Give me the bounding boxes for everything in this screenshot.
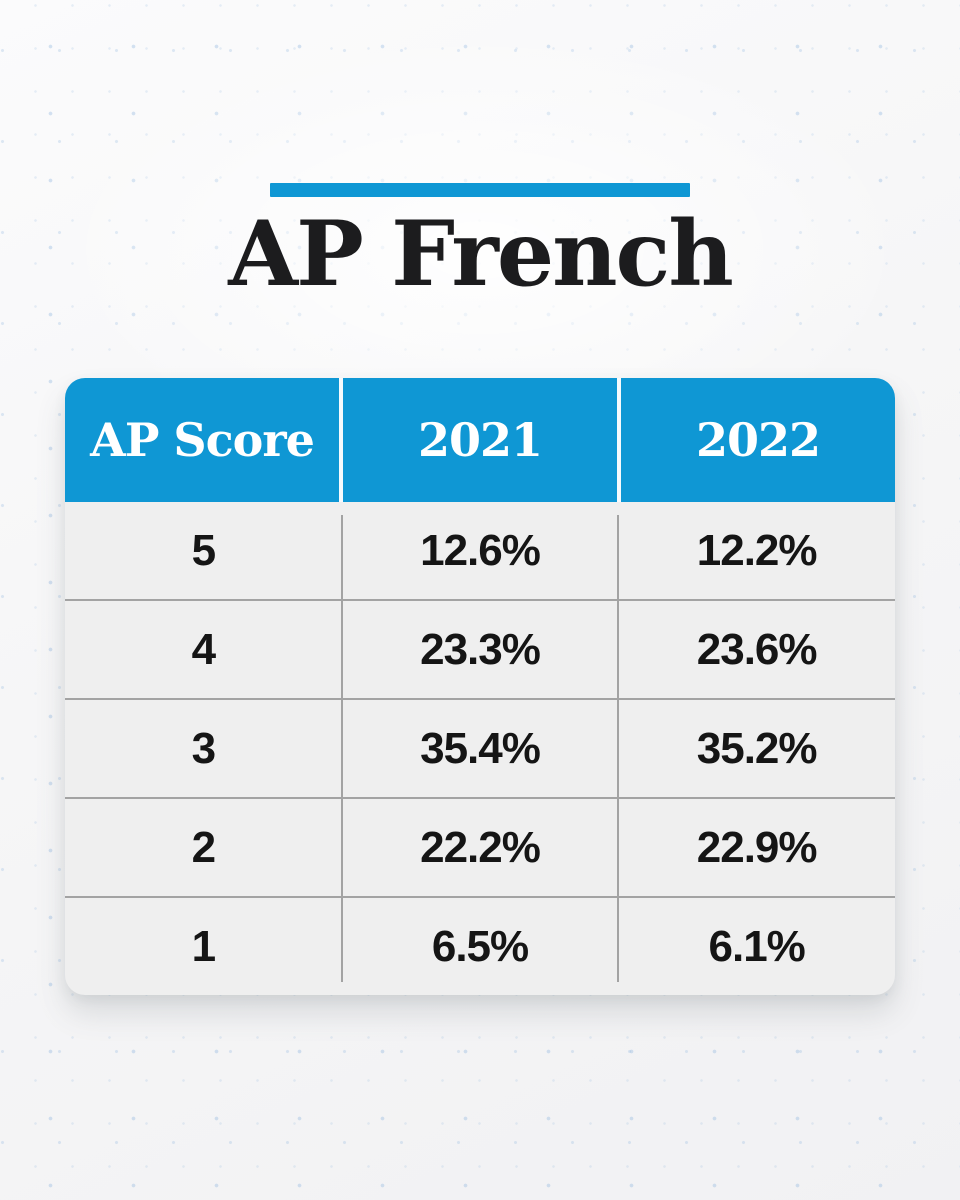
table-header-row: AP Score 2021 2022 (65, 378, 895, 502)
table-cell: 2 (191, 822, 216, 872)
table-cell: 6.1% (708, 921, 806, 971)
table-row: 3 35.4% 35.2% (65, 698, 895, 797)
table-header-cell-score: AP Score (65, 378, 339, 502)
table-body: 5 12.6% 12.2% 4 23.3% 23.6% 3 35.4% 35.2% 2 22.2% 2… (65, 502, 895, 995)
table-row: 5 12.6% 12.2% (65, 502, 895, 599)
table-row: 1 6.5% 6.1% (65, 896, 895, 995)
score-table: AP Score 2021 2022 5 12.6% 12.2% 4 23.3% 23.6… (65, 378, 895, 995)
title-block: AP French (0, 0, 960, 302)
column-divider (617, 515, 620, 982)
table-cell: 22.9% (696, 822, 818, 872)
table-cell: 22.2% (420, 822, 541, 872)
table-cell: 12.6% (420, 525, 541, 575)
table-cell: 35.4% (420, 723, 541, 773)
table-cell: 5 (191, 525, 216, 575)
table-row: 4 23.3% 23.6% (65, 599, 895, 698)
table-cell: 1 (191, 921, 216, 971)
table-header-cell-2022: 2022 (621, 378, 895, 502)
table-cell: 23.3% (420, 624, 541, 674)
table-cell: 3 (191, 723, 216, 773)
table-cell: 6.5% (431, 921, 529, 971)
title-accent-bar (270, 183, 690, 197)
table-header-cell-2021: 2021 (343, 378, 617, 502)
table-cell: 4 (191, 624, 216, 674)
table-cell: 23.6% (696, 624, 818, 674)
table-cell: 35.2% (696, 723, 818, 773)
page-title: AP French (228, 201, 734, 307)
table-cell: 12.2% (696, 525, 818, 575)
table-row: 2 22.2% 22.9% (65, 797, 895, 896)
column-divider (340, 515, 343, 982)
